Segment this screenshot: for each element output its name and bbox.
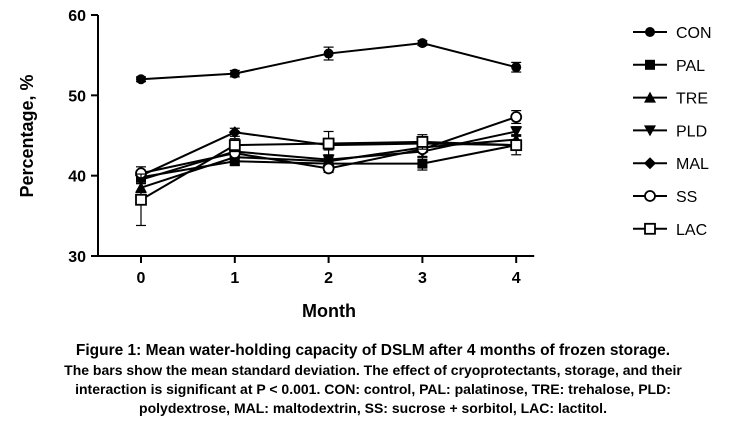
x-tick-label: 1	[230, 270, 239, 287]
legend-marker-pal	[645, 59, 655, 70]
y-tick-label: 40	[68, 169, 86, 186]
data-point-con	[229, 68, 240, 79]
x-tick-label: 0	[137, 270, 146, 287]
data-point-mal	[228, 126, 241, 139]
data-point-pal	[417, 158, 428, 169]
data-point-con	[136, 74, 146, 85]
y-axis-label: Percentage, %	[17, 74, 37, 197]
legend-marker-mal	[644, 157, 656, 170]
x-tick-label: 4	[512, 270, 521, 287]
legend-label-pal: PAL	[676, 58, 705, 75]
legend-marker-lac	[644, 222, 656, 235]
x-axis-label: Month	[302, 301, 356, 321]
legend-label-lac: LAC	[676, 222, 707, 239]
caption-line-2: interaction is significant at P < 0.001.…	[75, 381, 671, 397]
data-point-con	[511, 62, 522, 73]
caption-title: Figure 1: Mean water-holding capacity of…	[75, 342, 671, 359]
data-point-lac	[135, 193, 147, 206]
y-tick-label: 50	[68, 88, 86, 105]
x-tick-label: 3	[418, 270, 427, 287]
series-con	[136, 38, 522, 85]
legend-item-pld: PLD	[633, 123, 707, 140]
line-chart: 30 40 50 60 0 1 2 3 4 CON PAL TRE PLD MAL SS LAC Perce…	[17, 8, 712, 321]
data-point-lac	[510, 139, 523, 152]
caption-line-3: polydextrose, MAL: maltodextrin, SS: suc…	[139, 400, 607, 416]
data-point-lac	[322, 137, 335, 150]
legend-label-tre: TRE	[676, 91, 708, 108]
series-layer	[135, 38, 523, 227]
legend-marker-ss	[644, 190, 656, 202]
y-tick-label: 60	[68, 8, 86, 25]
data-point-con	[417, 38, 428, 49]
legend-item-ss: SS	[633, 189, 697, 206]
legend-marker-tre	[644, 91, 656, 103]
legend-marker-pld	[644, 125, 656, 137]
legend: CON PAL TRE PLD MAL SS LAC	[633, 25, 712, 239]
legend-label-mal: MAL	[676, 156, 709, 173]
legend-item-tre: TRE	[633, 91, 708, 108]
data-point-lac	[416, 136, 429, 148]
legend-label-ss: SS	[676, 189, 697, 206]
x-tick-label: 2	[324, 270, 333, 287]
data-point-lac	[228, 139, 241, 152]
axes: 30 40 50 60 0 1 2 3 4	[68, 8, 535, 287]
y-tick-label: 30	[68, 249, 86, 266]
legend-marker-con	[645, 27, 655, 37]
data-point-con	[323, 48, 334, 59]
legend-item-mal: MAL	[633, 156, 709, 173]
data-point-ss	[322, 162, 335, 175]
legend-label-pld: PLD	[676, 123, 707, 140]
legend-item-pal: PAL	[633, 58, 705, 75]
data-point-pld	[510, 126, 523, 138]
figure-caption: Figure 1: Mean water-holding capacity of…	[8, 341, 738, 418]
legend-label-con: CON	[676, 25, 712, 42]
data-point-pld	[322, 154, 335, 166]
legend-item-con: CON	[633, 25, 712, 42]
caption-line-1: The bars show the mean standard deviatio…	[64, 362, 682, 378]
series-lac	[135, 130, 523, 227]
legend-item-lac: LAC	[633, 222, 707, 239]
data-point-ss	[510, 111, 523, 123]
